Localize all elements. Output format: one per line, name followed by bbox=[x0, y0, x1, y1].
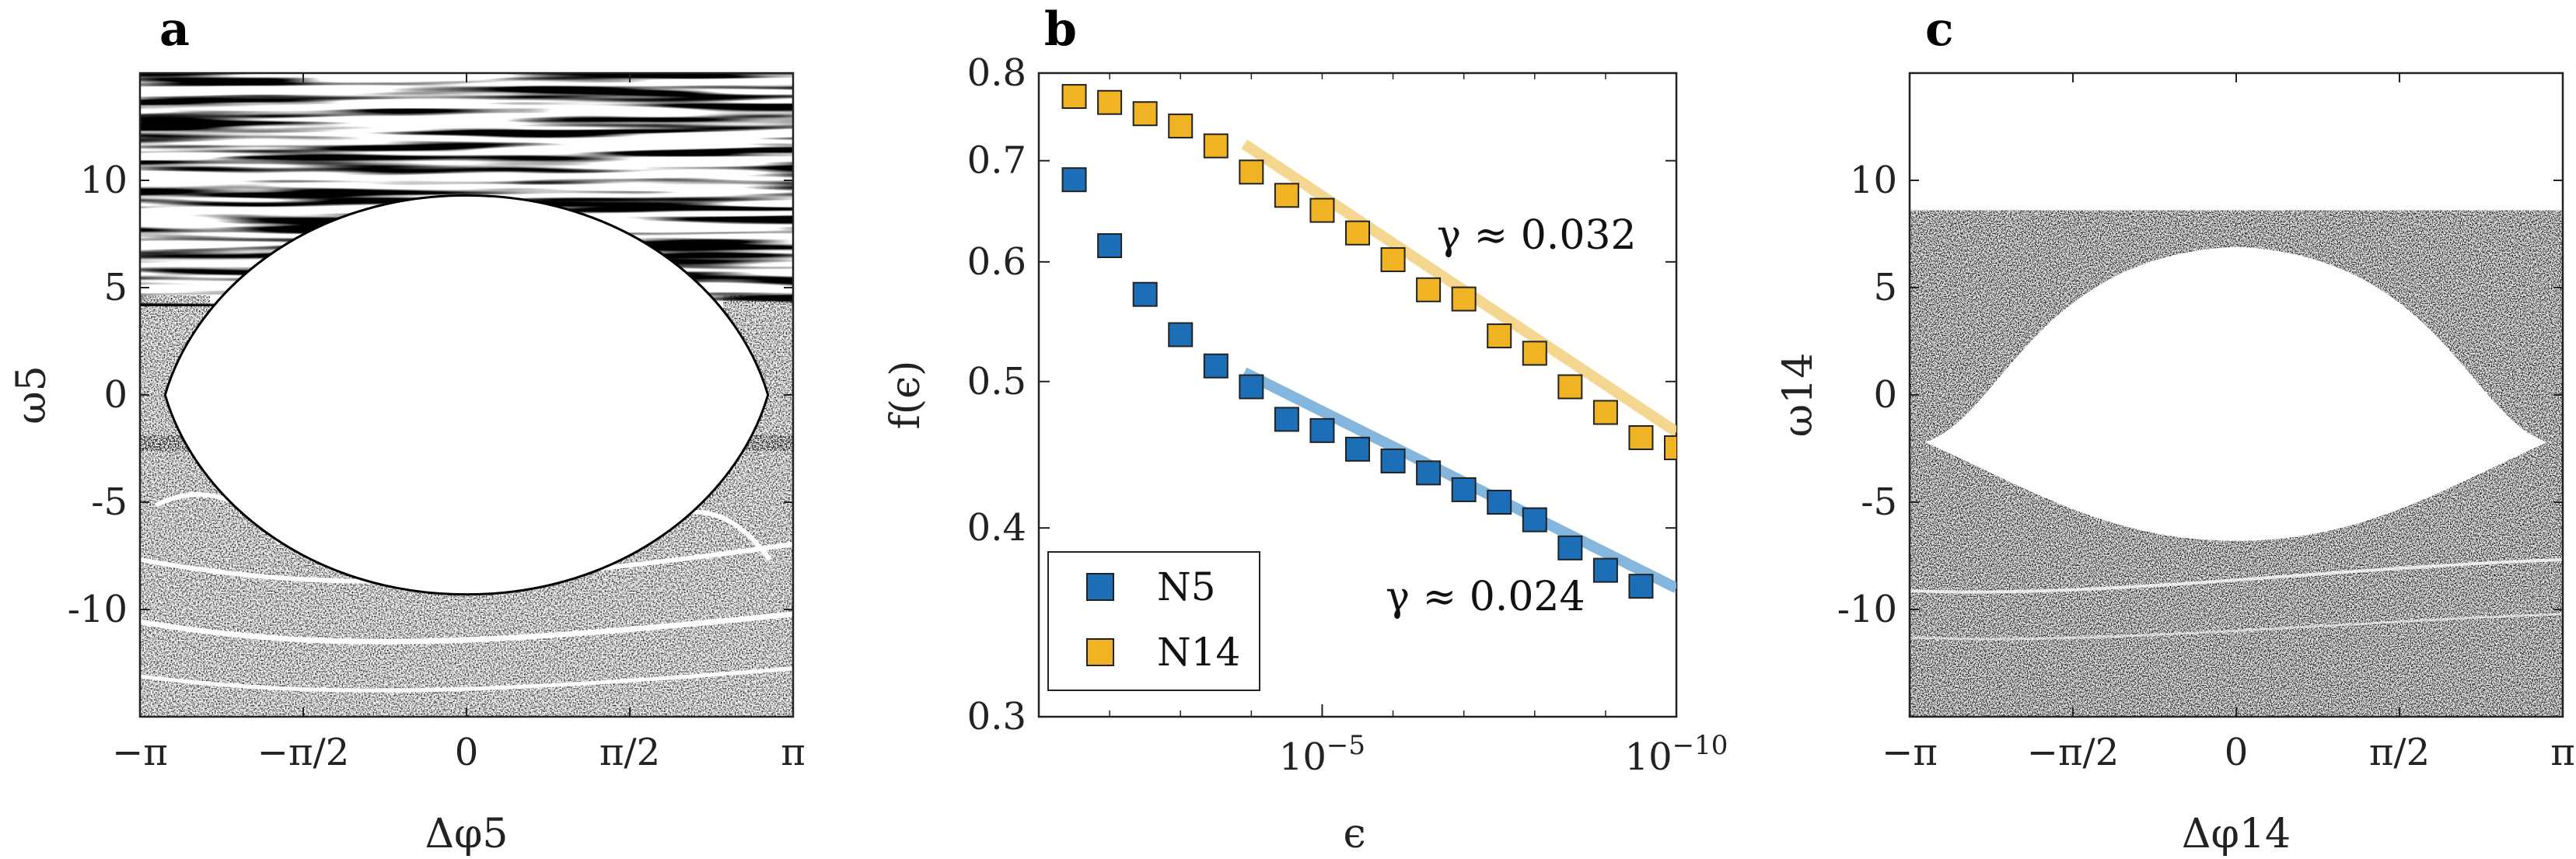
panel-b-xtick-label: 10−5 bbox=[1279, 730, 1365, 779]
panel-a-ytick-label: 0 bbox=[103, 373, 128, 417]
point-n14 bbox=[1309, 197, 1335, 223]
panel-a-xtick-label: −π/2 bbox=[257, 731, 349, 774]
panel-a-ylabel: ω5 bbox=[9, 365, 55, 424]
panel-c: c −π −π/2 0 π/2 π 10 5 0 -5 -10 Δφ14 ω14 bbox=[1775, 2, 2575, 857]
point-n14 bbox=[1592, 400, 1618, 425]
point-n5 bbox=[1309, 417, 1335, 443]
panel-a: a −π −π/2 0 π/2 π 10 5 0 -5 -10 Δφ5 ω5 bbox=[9, 2, 806, 857]
point-n5 bbox=[1203, 353, 1229, 379]
panel-a-axes: −π −π/2 0 π/2 π 10 5 0 -5 -10 bbox=[68, 73, 806, 774]
panel-a-ytick-label: 5 bbox=[103, 266, 128, 309]
panel-c-ytick-label: -10 bbox=[1837, 588, 1897, 631]
panel-b-axes: 0.3 0.4 0.5 0.6 0.7 0.8 10−5 10−10 bbox=[967, 51, 1728, 779]
legend-label-n14: N14 bbox=[1157, 630, 1240, 675]
point-n5 bbox=[1132, 281, 1158, 307]
panel-c-xtick-label: −π bbox=[1882, 731, 1938, 774]
panel-b-ylabel: f(ϵ) bbox=[883, 361, 929, 430]
panel-c-poincare bbox=[1910, 73, 2563, 717]
point-n14 bbox=[1380, 247, 1406, 273]
panel-c-xtick-label: −π/2 bbox=[2027, 731, 2119, 774]
panel-a-xtick-label: −π bbox=[112, 731, 168, 774]
panel-a-ytick-label: -5 bbox=[91, 480, 128, 524]
panel-a-ytick-label: 10 bbox=[80, 159, 128, 202]
panel-c-ytick-label: 10 bbox=[1850, 159, 1897, 202]
panel-c-xtick-label: 0 bbox=[2225, 731, 2249, 774]
panel-c-label: c bbox=[1925, 2, 1954, 57]
point-n5 bbox=[1274, 407, 1299, 432]
panel-b-ytick-label: 0.5 bbox=[967, 360, 1026, 403]
annotation-n5: γ ≈ 0.024 bbox=[1386, 574, 1585, 620]
point-n14 bbox=[1168, 113, 1194, 139]
panel-a-xtick-label: π/2 bbox=[599, 731, 660, 774]
annotation-n14: γ ≈ 0.032 bbox=[1437, 212, 1637, 259]
point-n5 bbox=[1487, 490, 1512, 515]
panel-c-xlabel: Δφ14 bbox=[2182, 811, 2291, 857]
point-n14 bbox=[1132, 101, 1158, 127]
point-n5 bbox=[1451, 477, 1477, 502]
point-n14 bbox=[1203, 133, 1229, 159]
point-n5 bbox=[1592, 557, 1618, 583]
point-n5 bbox=[1168, 322, 1194, 347]
panel-c-xtick-label: π bbox=[2550, 731, 2575, 774]
panel-a-xtick-label: π bbox=[781, 731, 806, 774]
point-n14 bbox=[1274, 183, 1299, 208]
legend-swatch-n14 bbox=[1086, 638, 1114, 666]
point-n14 bbox=[1451, 286, 1477, 312]
panel-b-label: b bbox=[1044, 2, 1077, 57]
panel-b-ytick-label: 0.3 bbox=[967, 695, 1026, 739]
panel-a-xlabel: Δφ5 bbox=[425, 811, 508, 857]
panel-b-xtick-label: 10−10 bbox=[1625, 730, 1728, 779]
point-n5 bbox=[1239, 374, 1264, 400]
point-n5 bbox=[1628, 574, 1654, 599]
legend-swatch-n5 bbox=[1086, 573, 1114, 601]
panel-a-island bbox=[163, 194, 770, 596]
point-n5 bbox=[1416, 460, 1442, 486]
point-n5 bbox=[1522, 507, 1547, 533]
panel-c-axes: −π −π/2 0 π/2 π 10 5 0 -5 -10 bbox=[1837, 73, 2575, 774]
point-n14 bbox=[1487, 323, 1512, 349]
panel-b-ytick-label: 0.7 bbox=[967, 139, 1026, 183]
panel-b: b 0.30.40.50.60.70.810−5 10−10 γ ≈ 0.032 … bbox=[883, 2, 1728, 857]
panel-a-label: a bbox=[159, 2, 190, 57]
point-n14 bbox=[1345, 220, 1370, 246]
panel-c-xtick-label: π/2 bbox=[2369, 731, 2430, 774]
point-n14 bbox=[1097, 89, 1123, 115]
point-n14 bbox=[1557, 374, 1583, 400]
point-n14 bbox=[1416, 277, 1442, 302]
panel-b-xlabel: ϵ bbox=[1343, 811, 1365, 857]
point-n5 bbox=[1097, 233, 1123, 259]
point-n5 bbox=[1557, 535, 1583, 560]
panel-a-xtick-label: 0 bbox=[455, 731, 479, 774]
legend-label-n5: N5 bbox=[1157, 564, 1216, 609]
legend: N5 N14 bbox=[1047, 551, 1260, 691]
panel-b-ytick-label: 0.4 bbox=[967, 506, 1026, 550]
panel-c-ylabel: ω14 bbox=[1775, 353, 1822, 438]
point-n5 bbox=[1345, 436, 1370, 462]
panel-b-ytick-label: 0.8 bbox=[967, 51, 1026, 95]
panel-c-ytick-label: -5 bbox=[1861, 480, 1897, 524]
panel-b-plot bbox=[1061, 84, 1676, 599]
point-n14 bbox=[1628, 424, 1654, 450]
panel-b-ytick-label: 0.6 bbox=[967, 240, 1026, 284]
panel-a-ytick-label: -10 bbox=[68, 588, 128, 631]
point-n14 bbox=[1522, 340, 1547, 366]
panel-c-ytick-label: 5 bbox=[1873, 266, 1897, 309]
point-n5 bbox=[1380, 448, 1406, 473]
panel-c-ytick-label: 0 bbox=[1873, 373, 1897, 417]
point-n14 bbox=[1239, 159, 1264, 185]
legend-box bbox=[1047, 551, 1260, 691]
panel-a-poincare bbox=[140, 73, 793, 717]
point-n5 bbox=[1061, 167, 1087, 193]
panel-c-island bbox=[1925, 246, 2547, 541]
point-n14 bbox=[1061, 84, 1087, 110]
point-n14 bbox=[1664, 435, 1676, 460]
